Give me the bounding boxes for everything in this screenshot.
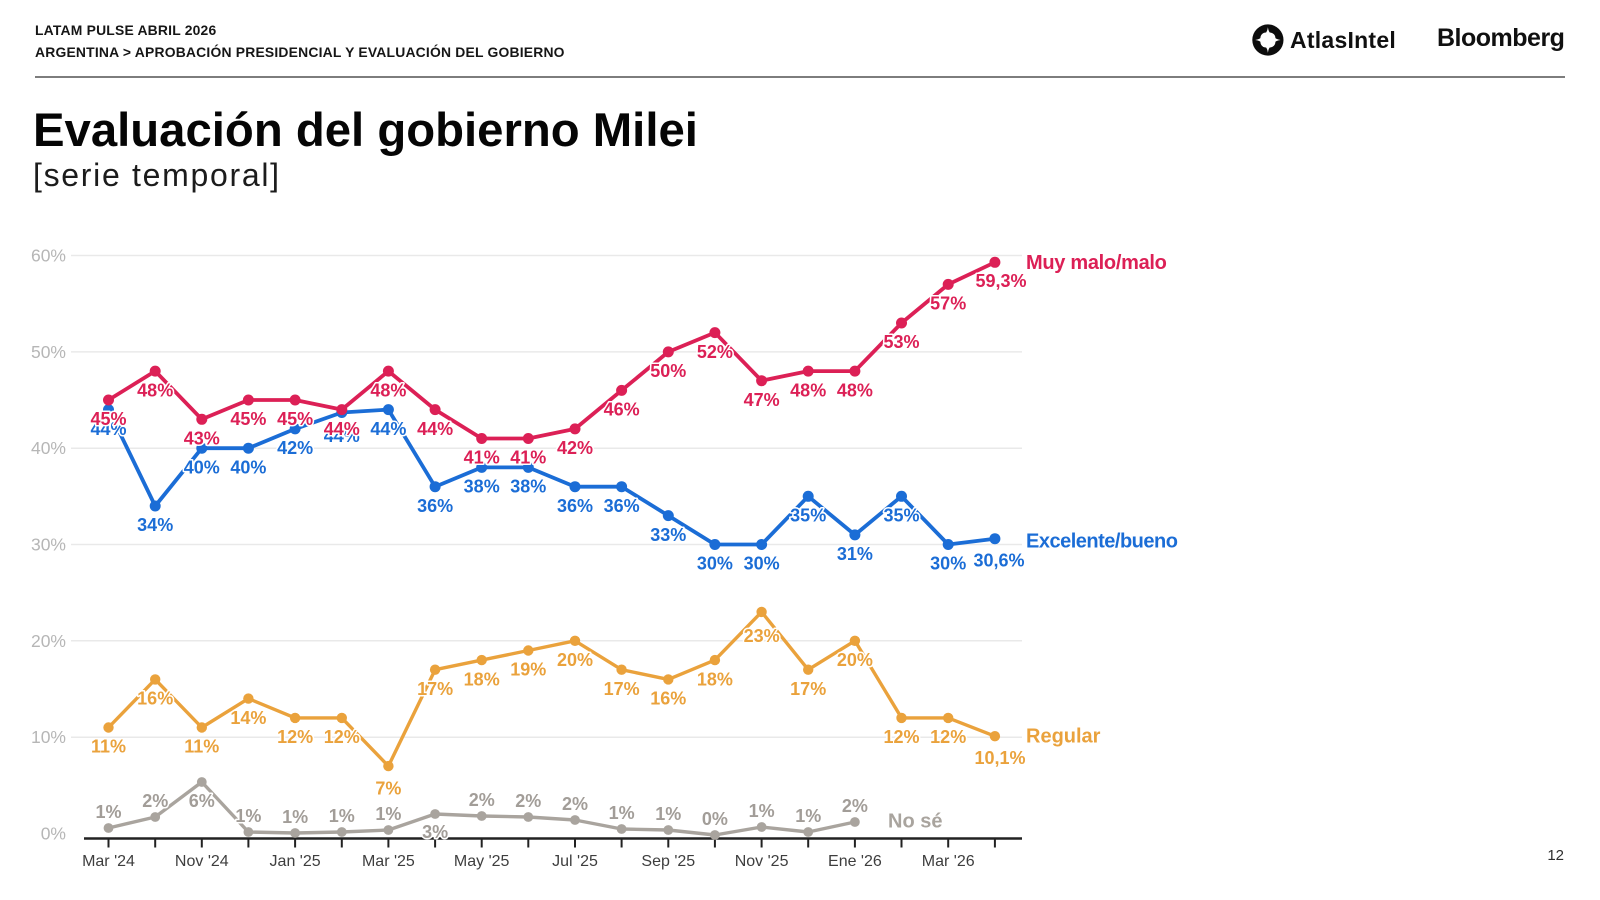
svg-text:60%: 60% (31, 246, 66, 266)
svg-text:2%: 2% (562, 794, 588, 814)
svg-text:Mar '24: Mar '24 (82, 853, 135, 870)
svg-text:2%: 2% (469, 790, 495, 810)
svg-text:3%: 3% (422, 822, 448, 842)
svg-text:30%: 30% (930, 554, 966, 574)
svg-text:Mar '26: Mar '26 (922, 853, 975, 870)
svg-text:50%: 50% (650, 361, 686, 381)
svg-text:1%: 1% (235, 806, 261, 826)
svg-text:38%: 38% (510, 477, 546, 497)
svg-text:17%: 17% (790, 679, 826, 699)
svg-text:40%: 40% (31, 438, 66, 458)
svg-text:52%: 52% (697, 342, 733, 362)
svg-text:12%: 12% (930, 727, 966, 747)
svg-text:17%: 17% (604, 679, 640, 699)
svg-text:23%: 23% (744, 626, 780, 646)
svg-text:2%: 2% (842, 796, 868, 816)
svg-text:6%: 6% (189, 791, 215, 811)
svg-text:41%: 41% (510, 448, 546, 468)
svg-text:40%: 40% (184, 457, 220, 477)
svg-text:30%: 30% (31, 535, 66, 555)
svg-text:0%: 0% (702, 809, 728, 829)
svg-text:7%: 7% (375, 778, 401, 798)
svg-text:1%: 1% (95, 802, 121, 822)
svg-text:45%: 45% (230, 409, 266, 429)
svg-text:14%: 14% (230, 708, 266, 728)
svg-text:34%: 34% (137, 515, 173, 535)
svg-text:Jan '25: Jan '25 (270, 853, 321, 870)
svg-text:1%: 1% (655, 804, 681, 824)
svg-text:12%: 12% (324, 727, 360, 747)
svg-text:20%: 20% (557, 650, 593, 670)
svg-text:Regular: Regular (1026, 726, 1101, 748)
svg-text:1%: 1% (795, 806, 821, 826)
svg-text:43%: 43% (184, 429, 220, 449)
svg-text:57%: 57% (930, 294, 966, 314)
svg-text:33%: 33% (650, 525, 686, 545)
svg-text:Muy malo/malo: Muy malo/malo (1026, 252, 1167, 274)
svg-text:16%: 16% (650, 689, 686, 709)
svg-text:1%: 1% (329, 806, 355, 826)
svg-text:1%: 1% (609, 803, 635, 823)
svg-text:53%: 53% (883, 332, 919, 352)
svg-text:36%: 36% (417, 496, 453, 516)
svg-text:No sé: No sé (888, 811, 942, 833)
svg-text:16%: 16% (137, 689, 173, 709)
svg-text:41%: 41% (464, 448, 500, 468)
svg-text:40%: 40% (230, 457, 266, 477)
svg-text:46%: 46% (604, 400, 640, 420)
svg-text:1%: 1% (375, 804, 401, 824)
svg-text:42%: 42% (557, 438, 593, 458)
svg-text:36%: 36% (604, 496, 640, 516)
svg-text:Ene '26: Ene '26 (828, 853, 882, 870)
svg-text:12%: 12% (883, 727, 919, 747)
svg-text:Jul '25: Jul '25 (552, 853, 598, 870)
svg-text:50%: 50% (31, 342, 66, 362)
svg-text:Nov '25: Nov '25 (735, 853, 789, 870)
svg-text:2%: 2% (142, 791, 168, 811)
svg-text:44%: 44% (324, 426, 360, 446)
svg-text:10%: 10% (31, 727, 66, 747)
svg-text:44%: 44% (370, 419, 406, 439)
svg-text:18%: 18% (697, 669, 733, 689)
svg-text:48%: 48% (790, 380, 826, 400)
svg-text:48%: 48% (137, 380, 173, 400)
svg-text:20%: 20% (837, 650, 873, 670)
svg-text:May '25: May '25 (454, 853, 510, 870)
svg-text:30%: 30% (744, 554, 780, 574)
svg-text:35%: 35% (790, 506, 826, 526)
svg-text:36%: 36% (557, 496, 593, 516)
svg-text:44%: 44% (90, 419, 126, 439)
svg-text:Nov '24: Nov '24 (175, 853, 229, 870)
svg-text:12%: 12% (277, 727, 313, 747)
svg-text:11%: 11% (91, 737, 126, 757)
svg-text:45%: 45% (90, 409, 126, 429)
svg-text:48%: 48% (370, 380, 406, 400)
svg-text:11%: 11% (184, 737, 219, 757)
svg-text:18%: 18% (464, 669, 500, 689)
svg-text:2%: 2% (515, 791, 541, 811)
svg-text:Mar '25: Mar '25 (362, 853, 415, 870)
svg-text:30,6%: 30,6% (973, 551, 1024, 571)
svg-text:19%: 19% (510, 660, 546, 680)
svg-text:1%: 1% (282, 807, 308, 827)
svg-text:35%: 35% (883, 506, 919, 526)
svg-text:20%: 20% (31, 631, 66, 651)
svg-text:47%: 47% (744, 390, 780, 410)
svg-text:44%: 44% (324, 419, 360, 439)
svg-text:1%: 1% (749, 801, 775, 821)
svg-text:48%: 48% (837, 380, 873, 400)
svg-text:45%: 45% (277, 409, 313, 429)
svg-text:44%: 44% (417, 419, 453, 439)
svg-text:31%: 31% (837, 544, 873, 564)
svg-text:59,3%: 59,3% (975, 271, 1026, 291)
svg-text:10,1%: 10,1% (974, 748, 1025, 768)
svg-text:0%: 0% (41, 824, 66, 844)
svg-text:38%: 38% (464, 477, 500, 497)
svg-text:Sep '25: Sep '25 (641, 853, 695, 870)
svg-text:30%: 30% (697, 554, 733, 574)
svg-text:Excelente/bueno: Excelente/bueno (1026, 531, 1178, 553)
svg-text:42%: 42% (277, 438, 313, 458)
svg-text:17%: 17% (417, 679, 453, 699)
